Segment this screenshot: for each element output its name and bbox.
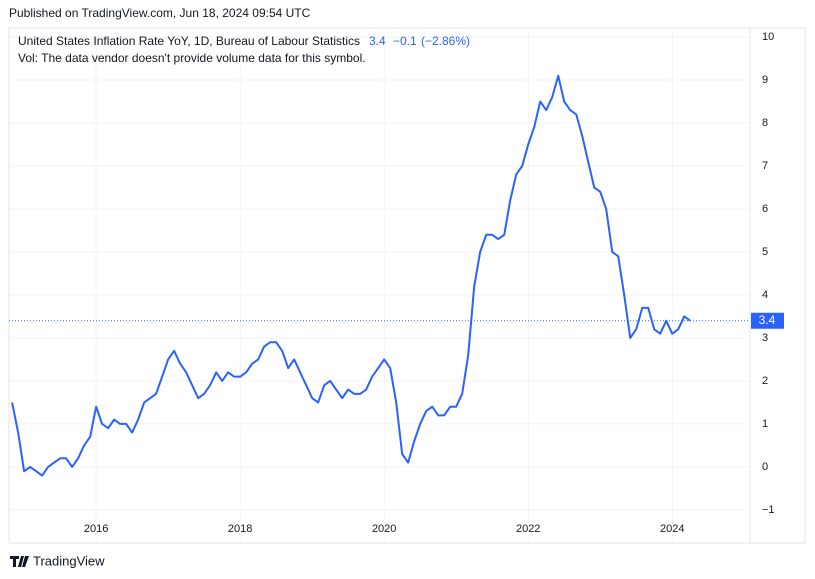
- y-tick-label: 5: [762, 246, 768, 258]
- y-tick-label: 3: [762, 332, 768, 344]
- y-tick-label: 0: [762, 461, 768, 473]
- footer-logo-text: TradingView: [33, 553, 105, 568]
- x-tick-label: 2016: [84, 523, 108, 535]
- legend-change: −0.1: [393, 34, 417, 48]
- y-tick-label: 1: [762, 418, 768, 430]
- frame: [8, 27, 806, 544]
- last-price-badge: [751, 312, 784, 329]
- legend-title: United States Inflation Rate YoY, 1D, Bu…: [18, 34, 360, 48]
- y-tick-label: 2: [762, 375, 768, 387]
- legend-change-pct: (−2.86%): [421, 34, 470, 48]
- legend-value: 3.4: [369, 34, 386, 48]
- volume-note: Vol: The data vendor doesn't provide vol…: [18, 51, 366, 65]
- last-price-label: 3.4: [759, 313, 776, 327]
- y-tick-label: 9: [762, 74, 768, 86]
- y-tick-label: 10: [762, 31, 774, 43]
- price-line: [11, 74, 691, 477]
- x-tick-label: 2022: [516, 523, 540, 535]
- header: Published on TradingView.com, Jun 18, 20…: [9, 6, 311, 20]
- y-tick-label: 4: [762, 289, 768, 301]
- y-tick-label: −1: [762, 504, 775, 516]
- y-tick-label: 7: [762, 160, 768, 172]
- x-tick-label: 2024: [660, 523, 684, 535]
- x-tick-label: 2020: [372, 523, 396, 535]
- x-tick-label: 2018: [228, 523, 252, 535]
- y-tick-label: 8: [762, 117, 768, 129]
- logo: [10, 556, 29, 567]
- y-tick-label: 6: [762, 203, 768, 215]
